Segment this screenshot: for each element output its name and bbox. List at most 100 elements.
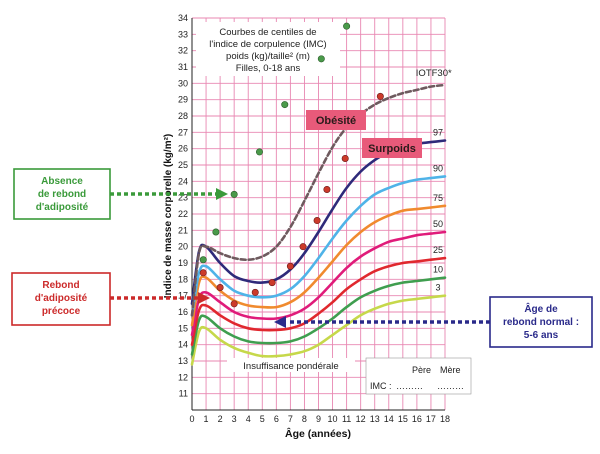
y-tick-label: 19 <box>178 258 188 268</box>
y-tick-label: 16 <box>178 307 188 317</box>
green-data-point <box>199 256 207 264</box>
tick-labels: 0 1 2 3 4 5 6 7 8 9 10 11 12 13 14 15 16 17 18111213141516… <box>178 13 450 424</box>
centile-label-10: 10 <box>433 265 443 275</box>
svg-text:rebond normal :: rebond normal : <box>503 317 579 328</box>
green-data-point <box>230 190 238 198</box>
x-tick-label: 12 <box>356 414 366 424</box>
green-data-point <box>212 228 220 236</box>
annotation-precoce: Rebond d'adiposité précoce <box>11 272 210 326</box>
centile-label-3: 3 <box>435 283 440 293</box>
y-tick-label: 29 <box>178 95 188 105</box>
y-tick-label: 32 <box>178 46 188 56</box>
centile-label-90: 90 <box>433 163 443 173</box>
imc-dots-pere: ……… <box>396 381 423 391</box>
y-tick-label: 27 <box>178 127 188 137</box>
y-tick-label: 24 <box>178 176 188 186</box>
centile-curve-3 <box>190 294 447 366</box>
imc-dots-mere: ……… <box>437 381 464 391</box>
red-data-point <box>313 217 321 225</box>
x-tick-label: 7 <box>288 414 293 424</box>
x-tick-label: 18 <box>440 414 450 424</box>
grid <box>191 17 446 411</box>
green-data-point <box>281 101 289 109</box>
centile-label-iotf30: IOTF30* <box>416 68 452 79</box>
measurement-points <box>199 22 384 308</box>
y-axis-title: Indice de masse corporelle (kg/m²) <box>163 134 174 299</box>
y-tick-label: 18 <box>178 274 188 284</box>
y-tick-label: 15 <box>178 323 188 333</box>
x-axis-title: Âge (années) <box>285 427 351 440</box>
x-tick-label: 13 <box>370 414 380 424</box>
y-tick-label: 13 <box>178 356 188 366</box>
svg-text:Âge de: Âge de <box>524 302 558 315</box>
centile-label-25: 25 <box>433 245 443 255</box>
obesite-label: Obésité <box>306 110 366 130</box>
x-tick-label: 14 <box>384 414 394 424</box>
y-tick-label: 30 <box>178 78 188 88</box>
x-tick-label: 16 <box>412 414 422 424</box>
annotation-absence: Absence de rebond d'adiposité <box>13 168 228 220</box>
y-tick-label: 28 <box>178 111 188 121</box>
svg-text:Obésité: Obésité <box>316 115 356 127</box>
red-data-point <box>199 269 207 277</box>
svg-text:5-6 ans: 5-6 ans <box>524 330 559 341</box>
y-tick-label: 31 <box>178 62 188 72</box>
red-data-point <box>251 288 259 296</box>
svg-text:d'adiposité: d'adiposité <box>35 293 88 304</box>
centile-curve-50 <box>190 230 447 337</box>
insuffisance-label: Insuffisance pondérale <box>227 358 355 372</box>
x-tick-label: 17 <box>426 414 436 424</box>
red-data-point <box>376 92 384 100</box>
red-data-point <box>323 186 331 194</box>
y-tick-label: 11 <box>179 389 188 399</box>
centile-curve-iotf30 <box>190 83 447 317</box>
imc-label: IMC : <box>370 381 392 391</box>
y-tick-label: 21 <box>178 225 188 235</box>
centile-curve-10 <box>190 276 447 356</box>
title-line-3: poids (kg)/taille² (m) <box>226 51 310 62</box>
title-line-1: Courbes de centiles de <box>219 27 316 38</box>
green-data-point <box>317 55 325 63</box>
x-tick-label: 6 <box>274 414 279 424</box>
y-tick-label: 22 <box>178 209 188 219</box>
y-tick-label: 23 <box>178 193 188 203</box>
x-tick-label: 5 <box>260 414 265 424</box>
chart-title: Courbes de centiles de l'indice de corpu… <box>196 22 340 76</box>
y-tick-label: 33 <box>178 29 188 39</box>
x-tick-label: 10 <box>328 414 338 424</box>
x-tick-label: 1 <box>204 414 209 424</box>
svg-text:Surpoids: Surpoids <box>368 143 416 155</box>
y-tick-label: 17 <box>178 291 188 301</box>
x-tick-label: 15 <box>398 414 408 424</box>
title-line-2: l'indice de corpulence (IMC) <box>209 39 326 50</box>
svg-text:de rebond: de rebond <box>38 189 86 200</box>
surpoids-label: Surpoids <box>362 138 422 158</box>
red-data-point <box>299 243 307 251</box>
x-tick-label: 2 <box>218 414 223 424</box>
centile-labels: 3 10 25 50 75 90 97 IOTF30* <box>416 68 452 293</box>
green-data-point <box>255 148 263 156</box>
green-data-point <box>343 22 351 30</box>
red-data-point <box>216 283 224 291</box>
svg-text:d'adiposité: d'adiposité <box>36 202 89 213</box>
svg-text:précoce: précoce <box>42 306 81 317</box>
imc-pere: Père <box>412 365 431 375</box>
x-tick-label: 9 <box>316 414 321 424</box>
imc-table: Père Mère IMC : ……… ……… <box>365 357 472 395</box>
title-line-4: Filles, 0-18 ans <box>236 63 301 74</box>
y-tick-label: 25 <box>178 160 188 170</box>
red-data-point <box>268 279 276 287</box>
red-data-point <box>230 300 238 308</box>
red-data-point <box>286 262 294 270</box>
svg-text:Rebond: Rebond <box>42 280 79 291</box>
y-tick-label: 34 <box>178 13 188 23</box>
centile-label-97: 97 <box>433 128 443 138</box>
y-tick-label: 20 <box>178 242 188 252</box>
y-tick-label: 12 <box>178 372 188 382</box>
centile-curve-25 <box>190 256 447 346</box>
centile-curve-75 <box>190 204 447 327</box>
svg-text:Insuffisance pondérale: Insuffisance pondérale <box>243 361 338 372</box>
x-tick-label: 11 <box>342 414 351 424</box>
x-tick-label: 8 <box>302 414 307 424</box>
